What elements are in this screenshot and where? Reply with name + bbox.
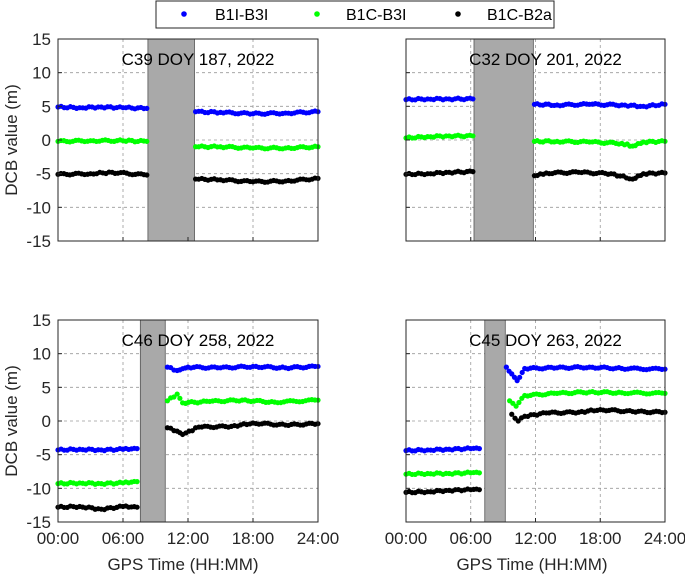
x-tick-label: 06:00 <box>449 529 492 548</box>
legend-marker-b1i-b3i <box>181 11 187 17</box>
series-b1c-b3i <box>403 388 668 478</box>
x-tick-label: 18:00 <box>579 529 622 548</box>
panel-title: C32 DOY 201, 2022 <box>469 50 622 69</box>
x-tick-label: 24:00 <box>644 529 685 548</box>
y-tick-label: 0 <box>42 412 51 431</box>
x-tick-label: 18:00 <box>232 529 275 548</box>
data-gap-band <box>473 38 534 242</box>
y-tick-label: 0 <box>42 131 51 150</box>
chart-panel-1: -15 -10 -5 0 5 10 15 C39 DOY 187, 2022 <box>26 30 321 251</box>
legend: B1I-B3I B1C-B3I B1C-B2a <box>155 0 555 29</box>
y-tick-label: 10 <box>32 345 51 364</box>
data-point <box>134 504 140 510</box>
legend-label-b1c-b2a: B1C-B2a <box>487 7 552 24</box>
data-gap-band <box>139 319 166 523</box>
y-tick-label: 15 <box>32 311 51 330</box>
chart-panel-2: C32 DOY 201, 2022 <box>403 38 668 242</box>
data-point <box>470 169 476 175</box>
series-b1i-b3i <box>403 364 668 454</box>
data-point <box>516 399 522 406</box>
data-point <box>144 105 150 111</box>
series-b1c-b2a <box>403 406 668 496</box>
y-tick-label: -10 <box>26 479 51 498</box>
data-point <box>470 96 476 102</box>
series-b1i-b3i <box>55 363 321 454</box>
data-point <box>509 411 515 417</box>
data-point <box>476 487 482 493</box>
y-tick-label: -10 <box>26 198 51 217</box>
data-point <box>177 395 183 401</box>
x-tick-label: 12:00 <box>514 529 557 548</box>
legend-label-b1i-b3i: B1I-B3I <box>215 7 268 24</box>
data-point <box>174 391 180 397</box>
y-tick-label: -15 <box>26 232 51 251</box>
data-gap-band <box>484 319 506 523</box>
x-tick-label: 00:00 <box>385 529 428 548</box>
data-point <box>513 403 519 409</box>
series-b1c-b2a <box>403 168 668 182</box>
panel-title: C39 DOY 187, 2022 <box>122 50 275 69</box>
x-axis-label-right: GPS Time (HH:MM) <box>456 555 607 574</box>
panel-title: C46 DOY 258, 2022 <box>122 331 275 350</box>
data-point <box>134 446 140 452</box>
series-b1c-b3i <box>403 132 668 149</box>
legend-label-b1c-b3i: B1C-B3I <box>346 7 406 24</box>
data-point <box>144 138 150 144</box>
data-point <box>476 446 482 452</box>
y-tick-label: 5 <box>42 378 51 397</box>
data-point <box>517 374 523 380</box>
y-tick-label: 10 <box>32 64 51 83</box>
panel-title: C45 DOY 263, 2022 <box>469 331 622 350</box>
legend-marker-b1c-b3i <box>314 11 320 17</box>
series-b1c-b2a <box>55 169 321 185</box>
data-point <box>470 133 476 139</box>
x-tick-label: 12:00 <box>167 529 210 548</box>
y-tick-label: -5 <box>36 165 51 184</box>
series-b1i-b3i <box>55 103 321 117</box>
series-b1c-b2a <box>55 420 321 513</box>
chart-panel-4: 00:00 06:00 12:00 18:00 24:00 C45 DOY 263, 20… <box>385 319 685 548</box>
series-b1c-b3i <box>55 391 321 487</box>
y-tick-label: 5 <box>42 97 51 116</box>
data-point <box>144 172 150 178</box>
y-tick-label: 15 <box>32 30 51 49</box>
x-tick-label: 00:00 <box>37 529 80 548</box>
data-point <box>515 418 521 424</box>
y-axis-label-bottom: DCB value (m) <box>2 365 21 476</box>
series-b1c-b3i <box>55 137 321 152</box>
y-axis-label-top: DCB value (m) <box>2 84 21 195</box>
y-tick-label: -15 <box>26 513 51 532</box>
x-axis-label-left: GPS Time (HH:MM) <box>107 555 258 574</box>
x-tick-label: 06:00 <box>102 529 145 548</box>
data-gap-band <box>147 38 195 242</box>
y-tick-label: -5 <box>36 446 51 465</box>
legend-marker-b1c-b2a <box>455 11 461 17</box>
data-point <box>476 470 482 476</box>
data-point <box>519 369 525 376</box>
legend-box <box>155 0 555 29</box>
data-point <box>134 479 140 485</box>
chart-panel-3: 00:00 06:00 12:00 18:00 24:00 -15 -10 -5 0 5 10 15 C… <box>26 311 339 548</box>
data-point <box>503 364 509 370</box>
series-b1i-b3i <box>403 95 668 110</box>
x-tick-label: 24:00 <box>297 529 340 548</box>
panels: -15 -10 -5 0 5 10 15 C39 DOY 187, 2022 C32 DOY 2… <box>26 30 685 548</box>
